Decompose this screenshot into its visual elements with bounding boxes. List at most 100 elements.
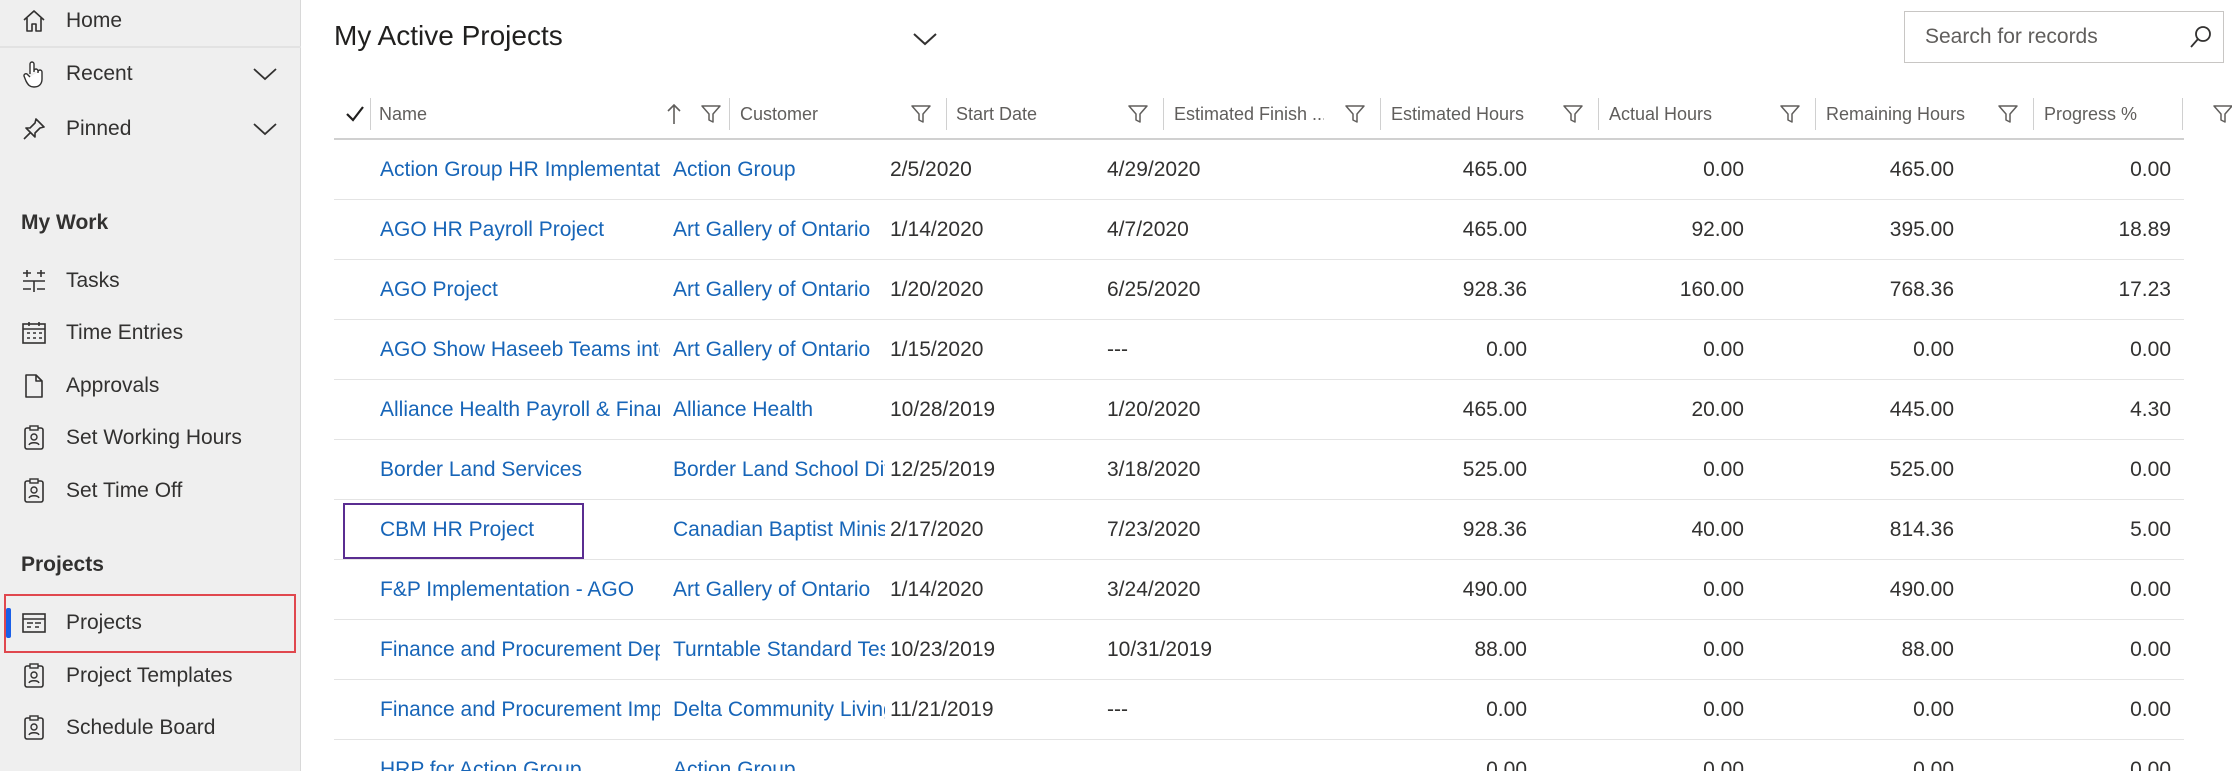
sidebar-item-project-templates[interactable]: Project Templates	[0, 650, 301, 702]
search-input[interactable]	[1925, 24, 2175, 50]
table-row[interactable]: Finance and Procurement Deployment Turnta…	[334, 620, 2184, 680]
remaining-hours-cell: 88.00	[1901, 637, 1954, 661]
remaining-hours-cell: 814.36	[1889, 517, 1954, 541]
records-grid: Name Customer Start	[334, 88, 2232, 771]
chevron-down-icon[interactable]	[252, 116, 278, 142]
project-name-link[interactable]: Border Land Services	[380, 457, 582, 481]
remaining-hours-cell: 490.00	[1889, 577, 1954, 601]
home-icon	[20, 7, 48, 35]
customer-link[interactable]: Alliance Health	[673, 397, 814, 421]
customer-link[interactable]: Turntable Standard Test	[673, 637, 885, 661]
project-name-link[interactable]: Alliance Health Payroll & Finance	[380, 397, 660, 421]
customer-link[interactable]: Art Gallery of Ontario	[673, 337, 871, 361]
column-header-actual-hours[interactable]: Actual Hours	[1609, 88, 1800, 140]
customer-link[interactable]: Border Land School Division	[673, 457, 885, 481]
filter-icon[interactable]	[910, 103, 932, 125]
project-name-link[interactable]: AGO Show Haseeb Teams integration	[380, 337, 660, 361]
actual-hours-cell: 0.00	[1703, 577, 1744, 601]
finish-date-cell	[1107, 740, 1317, 771]
actual-hours-cell: 160.00	[1679, 277, 1744, 301]
filter-icon[interactable]	[1127, 103, 1149, 125]
table-row[interactable]: AGO HR Payroll Project Art Gallery of Ont…	[334, 200, 2184, 260]
filter-icon[interactable]	[1344, 103, 1366, 125]
main-content: My Active Projects Name	[301, 0, 2232, 771]
filter-icon[interactable]	[1997, 103, 2019, 125]
remaining-hours-cell: 0.00	[1913, 757, 1954, 771]
customer-link[interactable]: Canadian Baptist Ministries	[673, 517, 885, 541]
sidebar-item-time-entries[interactable]: Time Entries	[0, 307, 301, 359]
estimated-hours-cell: 928.36	[1462, 277, 1527, 301]
project-name-link[interactable]: HRP for Action Group	[380, 757, 582, 771]
sidebar-item-recent[interactable]: Recent	[0, 48, 301, 100]
sidebar-item-label: Set Time Off	[66, 479, 183, 502]
remaining-hours-cell: 0.00	[1913, 337, 1954, 361]
badge-icon	[20, 424, 48, 452]
column-divider	[370, 98, 371, 130]
table-row[interactable]: Finance and Procurement Implementation De…	[334, 680, 2184, 740]
start-date-cell: 1/15/2020	[890, 337, 984, 361]
table-row[interactable]: AGO Show Haseeb Teams integration Art Gal…	[334, 320, 2184, 380]
sidebar-item-pinned[interactable]: Pinned	[0, 103, 301, 155]
progress-cell: 0.00	[2130, 157, 2171, 181]
filter-icon[interactable]	[2212, 103, 2232, 125]
table-row[interactable]: Action Group HR Implementation Action Gro…	[334, 140, 2184, 200]
filter-icon[interactable]	[1779, 103, 1801, 125]
customer-link[interactable]: Art Gallery of Ontario	[673, 217, 871, 241]
progress-cell: 0.00	[2130, 757, 2171, 771]
progress-cell: 0.00	[2130, 337, 2171, 361]
sidebar-item-approvals[interactable]: Approvals	[0, 360, 301, 412]
customer-link[interactable]: Art Gallery of Ontario	[673, 577, 871, 601]
actual-hours-cell: 0.00	[1703, 697, 1744, 721]
start-date-cell: 1/20/2020	[890, 277, 984, 301]
table-row[interactable]: Alliance Health Payroll & Finance Allianc…	[334, 380, 2184, 440]
progress-cell: 17.23	[2118, 277, 2171, 301]
column-header-name[interactable]: Name	[379, 88, 721, 140]
column-header-progress[interactable]: Progress %	[2044, 88, 2232, 140]
column-header-remaining-hours[interactable]: Remaining Hours	[1826, 88, 2018, 140]
project-name-link[interactable]: AGO HR Payroll Project	[380, 217, 605, 241]
table-row[interactable]: Border Land Services Border Land School D…	[334, 440, 2184, 500]
project-name-link[interactable]: AGO Project	[380, 277, 498, 301]
project-name-link[interactable]: CBM HR Project	[380, 517, 535, 541]
sidebar-item-schedule-board[interactable]: Schedule Board	[0, 702, 301, 754]
finish-date-cell: 1/20/2020	[1107, 397, 1201, 421]
column-header-estimated-finish[interactable]: Estimated Finish ...	[1174, 88, 1365, 140]
sidebar-item-set-working-hours[interactable]: Set Working Hours	[0, 412, 301, 464]
column-header-customer[interactable]: Customer	[740, 88, 931, 140]
table-row[interactable]: F&P Implementation - AGO Art Gallery of O…	[334, 560, 2184, 620]
chevron-down-icon[interactable]	[252, 61, 278, 87]
project-name-link[interactable]: Action Group HR Implementation	[380, 157, 660, 181]
grid-header: Name Customer Start	[334, 88, 2232, 140]
customer-link[interactable]: Action Group	[673, 157, 796, 181]
column-divider	[946, 98, 947, 130]
table-row[interactable]: HRP for Action Group Action Group 0.00 0.00…	[334, 740, 2184, 771]
sidebar-item-tasks[interactable]: Tasks	[0, 255, 301, 307]
customer-link[interactable]: Delta Community Living	[673, 697, 885, 721]
sidebar-item-label: Set Working Hours	[66, 426, 242, 449]
select-all-checkmark-icon[interactable]	[344, 103, 366, 125]
filter-icon[interactable]	[1562, 103, 1584, 125]
filter-icon[interactable]	[700, 103, 722, 125]
sidebar-item-set-time-off[interactable]: Set Time Off	[0, 465, 301, 517]
search-icon[interactable]	[2188, 24, 2214, 50]
view-selector-chevron-icon[interactable]	[910, 24, 940, 54]
sidebar-item-label: Approvals	[66, 374, 160, 397]
column-header-estimated-hours[interactable]: Estimated Hours	[1391, 88, 1583, 140]
project-name-link[interactable]: Finance and Procurement Implementation	[380, 697, 660, 721]
project-board-icon	[20, 609, 48, 637]
table-row[interactable]: CBM HR Project Canadian Baptist Ministrie…	[334, 500, 2184, 560]
project-name-link[interactable]: Finance and Procurement Deployment	[380, 637, 660, 661]
actual-hours-cell: 0.00	[1703, 157, 1744, 181]
customer-link[interactable]: Art Gallery of Ontario	[673, 277, 871, 301]
sidebar-item-projects[interactable]: Projects	[0, 597, 301, 649]
sidebar-item-label: Recent	[66, 62, 133, 85]
project-name-link[interactable]: F&P Implementation - AGO	[380, 577, 635, 601]
table-row[interactable]: AGO Project Art Gallery of Ontario 1/20/20…	[334, 260, 2184, 320]
sidebar-item-home[interactable]: Home	[0, 0, 301, 47]
estimated-hours-cell: 465.00	[1462, 157, 1527, 181]
column-header-start-date[interactable]: Start Date	[956, 88, 1148, 140]
remaining-hours-cell: 0.00	[1913, 697, 1954, 721]
customer-link[interactable]: Action Group	[673, 757, 796, 771]
estimated-hours-cell: 0.00	[1486, 697, 1527, 721]
